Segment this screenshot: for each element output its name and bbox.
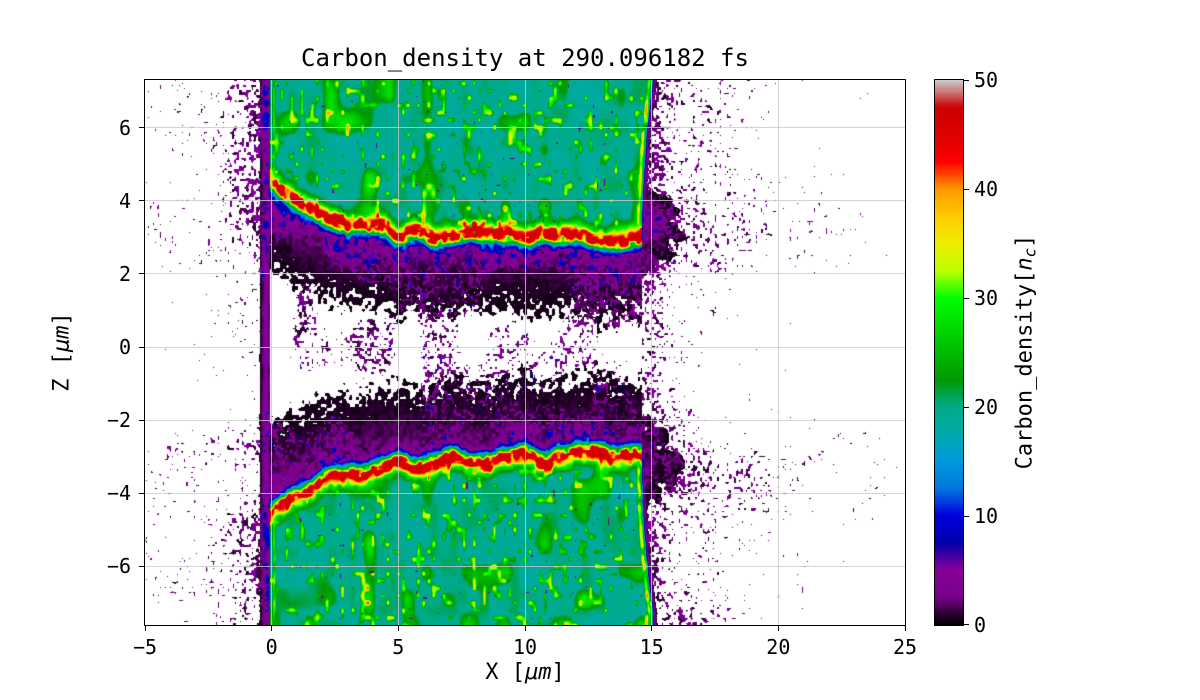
x-axis-label-suffix: ] — [551, 660, 565, 685]
colorbar-tick-mark — [964, 515, 969, 517]
x-tick-label: 10 — [512, 635, 538, 659]
x-tick-mark — [271, 626, 273, 631]
x-tick-label: 5 — [392, 635, 405, 659]
y-axis-label: Z [μm] — [50, 312, 75, 392]
x-tick-mark — [777, 626, 779, 631]
y-tick-label: −2 — [106, 408, 131, 433]
y-axis-label-suffix: ] — [49, 312, 75, 326]
y-tick-label: 4 — [118, 188, 131, 213]
x-tick-mark — [904, 626, 906, 631]
plot-frame — [144, 79, 906, 626]
x-tick-label: −5 — [132, 635, 158, 659]
y-tick-label: −6 — [106, 554, 131, 579]
colorbar-tick-mark — [964, 623, 969, 625]
colorbar-tick-label: 10 — [974, 504, 999, 528]
x-tick-mark — [651, 626, 653, 631]
x-tick-label: 20 — [766, 635, 791, 659]
y-tick-label: −4 — [106, 481, 131, 506]
y-axis-unit: μm — [49, 325, 75, 353]
colorbar-label: Carbon_density[nc] — [1013, 235, 1040, 470]
colorbar-tick-label: 50 — [974, 68, 999, 92]
colorbar-label-main: Carbon_density[ — [1012, 270, 1038, 470]
x-tick-label: 15 — [639, 635, 664, 659]
colorbar-tick-mark — [964, 188, 969, 190]
colorbar-tick-label: 40 — [974, 177, 999, 201]
chart-title: Carbon_density at 290.096182 fs — [301, 44, 749, 72]
colorbar-label-suffix: ] — [1012, 234, 1038, 248]
x-tick-label: 0 — [265, 635, 278, 659]
x-axis-unit: μm — [525, 660, 552, 685]
y-tick-label: 0 — [118, 335, 131, 359]
x-axis-label-prefix: X [ — [485, 660, 525, 685]
y-axis-label-prefix: Z [ — [49, 352, 75, 392]
x-tick-mark — [524, 626, 526, 631]
colorbar-tick-mark — [964, 406, 969, 408]
y-tick-label: 2 — [118, 261, 131, 286]
x-tick-mark — [144, 626, 146, 631]
colorbar-label-var: n — [1012, 257, 1038, 271]
colorbar-tick-mark — [964, 79, 969, 81]
colorbar-tick-label: 0 — [974, 613, 987, 637]
colorbar-tick-mark — [964, 297, 969, 299]
colorbar-gradient — [935, 80, 963, 625]
x-tick-mark — [397, 626, 399, 631]
y-tick-label: 6 — [118, 115, 131, 140]
x-tick-label: 25 — [892, 635, 918, 659]
colorbar-frame — [934, 79, 964, 626]
colorbar-label-sub: c — [1020, 247, 1040, 258]
heatmap-canvas — [145, 80, 905, 625]
x-axis-label: X [μm] — [145, 660, 905, 685]
